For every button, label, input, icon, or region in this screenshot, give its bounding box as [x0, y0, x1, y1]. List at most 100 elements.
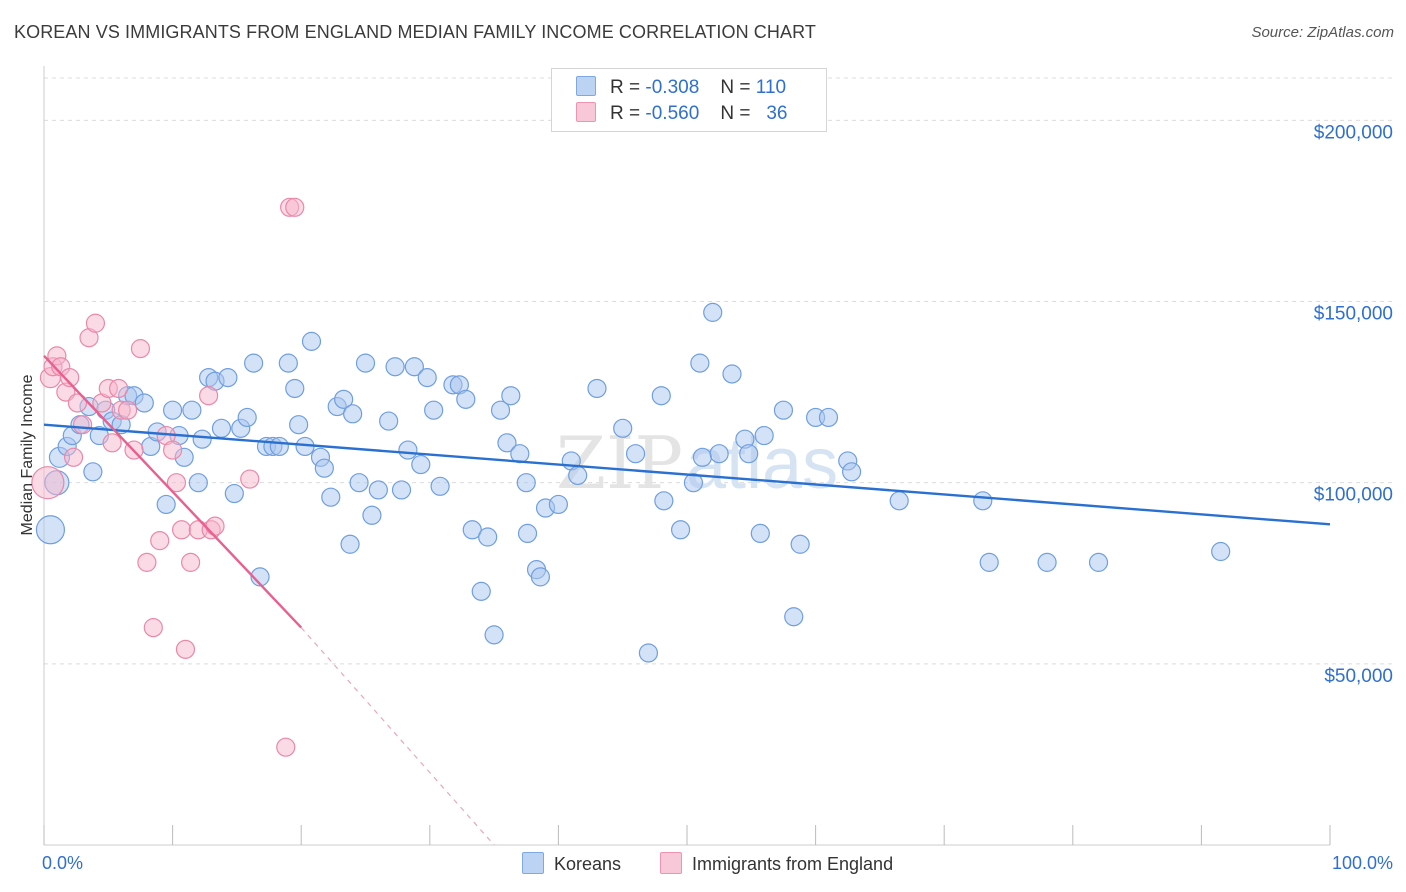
n-label: N = [720, 77, 751, 98]
legend-label-england: Immigrants from England [692, 854, 894, 874]
korean-point [192, 429, 212, 449]
korean-point [334, 389, 354, 409]
korean-point [163, 400, 183, 420]
source-label: Source: ZipAtlas.com [1251, 24, 1394, 41]
korean-point [613, 418, 633, 438]
korean-point [501, 386, 521, 406]
korean-point [321, 487, 341, 507]
england-point [199, 386, 219, 406]
england-point [137, 552, 157, 572]
korean-point [398, 440, 418, 460]
england-point [63, 447, 84, 467]
england-trend-line [43, 355, 303, 629]
n-value: 110 [755, 77, 787, 98]
stats-row-england: R = -0.560 N = 36 [576, 102, 787, 125]
korean-point [587, 378, 607, 399]
england-point [172, 520, 192, 540]
korean-point [343, 404, 363, 424]
england-point [130, 339, 151, 359]
y-tick-label: $200,000 [1314, 122, 1393, 143]
axes [43, 66, 1331, 846]
korean-point [548, 494, 569, 515]
korean-point [349, 473, 369, 493]
korean-point [750, 523, 770, 544]
n-label: N = [720, 103, 751, 124]
england-point [285, 197, 305, 217]
korean-point [417, 368, 437, 388]
korean-point [340, 534, 360, 554]
korean-point [638, 643, 659, 663]
korean-point [754, 425, 774, 446]
korean-point [134, 393, 154, 413]
watermark: ZIP atlas [556, 421, 838, 505]
korean-point [1211, 541, 1231, 562]
korean-point [285, 378, 305, 399]
x-tick-label-end: 100.0% [1332, 853, 1393, 873]
korean-point [289, 415, 309, 435]
korean-trend-line [43, 423, 1331, 526]
stats-box: R = -0.308 N = 110 R = -0.560 N = 36 [551, 68, 827, 132]
korean-point [424, 400, 444, 420]
korean-point [362, 505, 382, 525]
korean-point [385, 357, 405, 377]
korean-point [456, 389, 476, 409]
korean-point [478, 527, 498, 547]
legend-item-england: Immigrants from England [660, 852, 893, 875]
korean-point [218, 368, 238, 388]
y-axis-label: Median Family Income [19, 374, 36, 536]
r-label: R = [610, 77, 641, 98]
korean-point [301, 331, 322, 351]
tick-labels: $50,000 $100,000 $150,000 $200,000 0.0% 100.0… [42, 122, 1393, 873]
korean-point [237, 407, 257, 428]
korean-point [355, 353, 376, 373]
england-point [72, 415, 93, 435]
england-point [166, 473, 187, 493]
legend-label-koreans: Koreans [554, 854, 622, 874]
england-point [175, 639, 196, 659]
korean-point [182, 400, 202, 420]
korean-point [224, 483, 244, 504]
england-point [150, 531, 170, 551]
korean-point [250, 567, 270, 587]
korean-point [739, 444, 759, 464]
korean-point [692, 447, 713, 467]
korean-point [83, 462, 103, 482]
korean-point [625, 444, 646, 464]
england-swatch [576, 102, 596, 122]
england-point [31, 466, 65, 500]
england-point [143, 618, 163, 638]
korean-point [889, 491, 909, 511]
korean-point [790, 534, 810, 554]
korean-point [773, 400, 794, 420]
england-point [85, 313, 106, 333]
korean-point [651, 386, 671, 406]
korean-point [404, 357, 424, 377]
korean-point [683, 473, 704, 493]
korean-point [278, 353, 298, 373]
england-point [276, 737, 296, 757]
y-tick-label: $150,000 [1314, 304, 1393, 325]
korean-point [188, 473, 208, 493]
england-point [205, 516, 225, 536]
england-trend-line-extension [300, 627, 495, 846]
grid [44, 77, 1394, 665]
korean-point [1088, 552, 1109, 572]
korean-point [269, 436, 289, 457]
korean-point [368, 480, 388, 500]
korean-point [722, 364, 742, 384]
england-point [117, 400, 138, 420]
korean-point [156, 494, 176, 515]
korean-point [1037, 552, 1057, 572]
korean-point [462, 520, 482, 540]
korean-point [517, 523, 538, 544]
data-points [31, 197, 1231, 757]
r-value: -0.308 [645, 77, 700, 98]
korean-point [654, 491, 674, 511]
trend-lines [43, 355, 1331, 846]
korean-point [484, 625, 504, 645]
england-point [67, 393, 88, 413]
korean-point [842, 462, 862, 482]
korean-point [244, 353, 264, 373]
korean-point [314, 458, 334, 478]
